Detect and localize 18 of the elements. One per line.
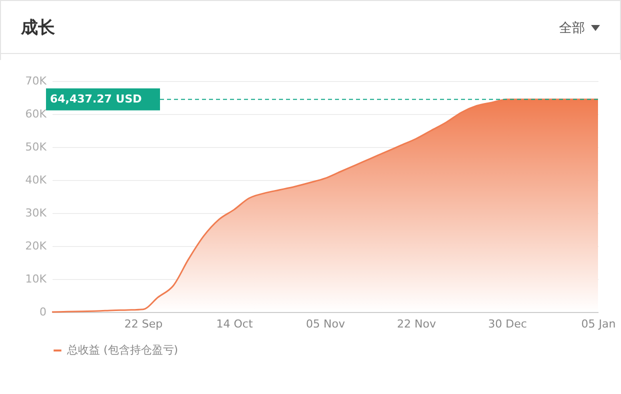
text: 全部 [559, 20, 585, 37]
y-tick-label: 20K [25, 240, 48, 252]
y-tick-label: 50K [25, 140, 48, 154]
y-tick-label: 0 [40, 306, 46, 318]
y-tick-label: 10K [25, 272, 48, 286]
y-tick-label: 60K [25, 108, 48, 120]
x-tick-label: 05 Nov [306, 318, 346, 330]
x-tick-label: 22 Sep [124, 318, 163, 330]
x-tick-label: 05 Jan [581, 318, 616, 330]
y-tick-label: 70K [25, 74, 48, 88]
ref-line-label: 64,437.27 USD [50, 92, 142, 106]
legend-label: 总收益 (包含持仓盈亏) [66, 344, 178, 356]
x-tick-label: 30 Dec [488, 318, 527, 330]
x-tick-label: 14 Oct [216, 318, 254, 330]
x-tick-label: 22 Nov [397, 318, 436, 330]
y-tick-label: 30K [25, 206, 48, 220]
y-tick-label: 40K [25, 174, 48, 186]
chart-title: 成长 [21, 17, 55, 39]
